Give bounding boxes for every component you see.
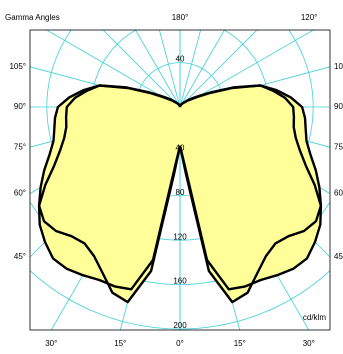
angle-label: 90° [14, 102, 26, 111]
chart-title: Gamma Angles [5, 13, 60, 22]
angle-label: 30° [303, 339, 315, 348]
grid-ray [102, 30, 181, 108]
angle-label: 30° [45, 339, 57, 348]
r-tick-label: 40 [176, 55, 185, 64]
lines [37, 84, 323, 304]
frame [29, 29, 331, 331]
grid-ray [179, 30, 202, 108]
grid-ray [135, 30, 181, 108]
angle-label: 90° [334, 102, 343, 111]
angle-label: 15° [234, 339, 246, 348]
r-tick-label: 80 [176, 188, 185, 197]
angle-label: 45° [334, 252, 343, 261]
angle-label: 75° [14, 142, 26, 151]
r-tick-label: 120 [173, 232, 187, 241]
angle-label: 105° [334, 62, 343, 71]
r-tick-label: 40 [176, 144, 185, 153]
angle-label: 45° [14, 252, 26, 261]
angle-label: 60° [14, 189, 26, 198]
curve-line [178, 84, 323, 291]
r-tick-label: 160 [173, 277, 187, 286]
grid-ray [158, 30, 181, 108]
angle-label: 105° [9, 62, 26, 71]
r-tick-label: 200 [173, 321, 187, 330]
angle-label: 180° [172, 13, 189, 22]
angle-label: 0° [176, 339, 184, 348]
grid-ray [179, 30, 225, 108]
unit-label: cd/klm [303, 313, 326, 322]
angle-label: 75° [334, 142, 343, 151]
angle-label: 60° [334, 189, 343, 198]
labels: 40 40 80 120 160 200 0° 15° 15° 30° 30° 45° 45° 60° 60… [9, 13, 343, 348]
angle-label: 15° [114, 339, 126, 348]
curve-line [37, 84, 182, 291]
angle-label: 120° [301, 13, 318, 22]
grid-ray [179, 30, 258, 108]
